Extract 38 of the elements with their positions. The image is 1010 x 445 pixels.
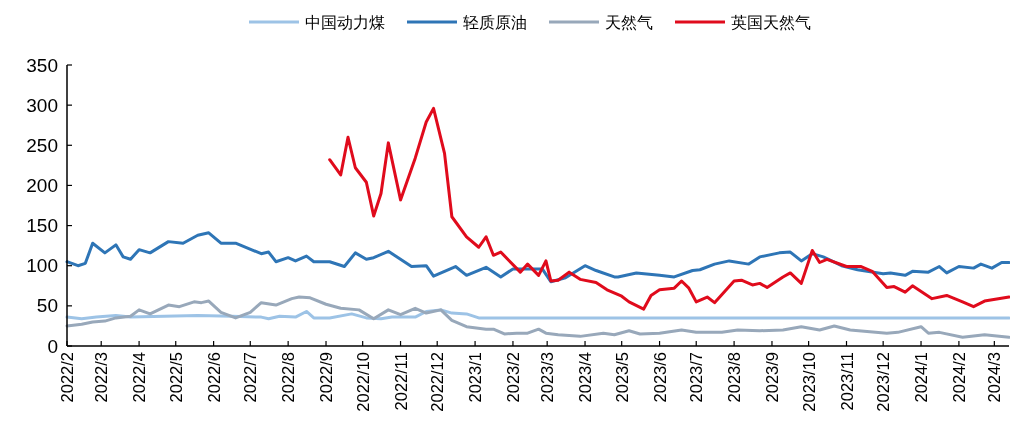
y-tick-label: 250 xyxy=(26,134,58,156)
x-tick-label: 2023/7 xyxy=(687,352,706,403)
x-tick-label: 2023/5 xyxy=(612,352,631,403)
x-tick-label: 2022/11 xyxy=(391,352,410,411)
legend-label: 天然气 xyxy=(605,14,653,31)
x-tick-label: 2024/1 xyxy=(912,352,931,403)
legend-label: 中国动力煤 xyxy=(305,14,385,31)
x-tick-label: 2023/4 xyxy=(576,352,595,403)
legend-label: 英国天然气 xyxy=(731,14,811,31)
x-tick-label: 2023/12 xyxy=(874,352,893,412)
x-tick-label: 2022/8 xyxy=(279,352,298,403)
x-tick-label: 2023/9 xyxy=(762,352,781,403)
x-tick-label: 2022/5 xyxy=(166,352,185,403)
x-tick-label: 2022/7 xyxy=(241,352,260,403)
x-tick-label: 2023/10 xyxy=(799,352,818,412)
x-tick-label: 2023/11 xyxy=(837,352,856,411)
x-tick-label: 2024/3 xyxy=(985,352,1004,403)
x-tick-label: 2023/2 xyxy=(503,352,522,403)
y-tick-label: 0 xyxy=(47,335,58,357)
x-tick-label: 2023/6 xyxy=(650,352,669,403)
x-tick-label: 2024/2 xyxy=(949,352,968,403)
x-tick-label: 2022/4 xyxy=(130,352,149,403)
x-tick-label: 2023/3 xyxy=(538,352,557,403)
y-tick-label: 150 xyxy=(26,215,58,237)
x-tick-label: 2022/3 xyxy=(92,352,111,403)
y-tick-label: 350 xyxy=(26,54,58,76)
x-tick-label: 2022/2 xyxy=(58,352,76,403)
y-tick-label: 300 xyxy=(26,94,58,116)
y-tick-label: 50 xyxy=(36,295,58,317)
x-tick-label: 2023/8 xyxy=(725,352,744,403)
y-tick-label: 200 xyxy=(26,174,58,196)
x-tick-label: 2022/6 xyxy=(204,352,223,403)
x-tick-label: 2023/1 xyxy=(466,352,485,403)
y-tick-label: 100 xyxy=(26,255,58,277)
legend-label: 轻质原油 xyxy=(463,14,527,31)
x-tick-label: 2022/10 xyxy=(353,352,372,412)
x-tick-label: 2022/12 xyxy=(428,352,447,412)
x-tick-label: 2022/9 xyxy=(317,352,336,403)
